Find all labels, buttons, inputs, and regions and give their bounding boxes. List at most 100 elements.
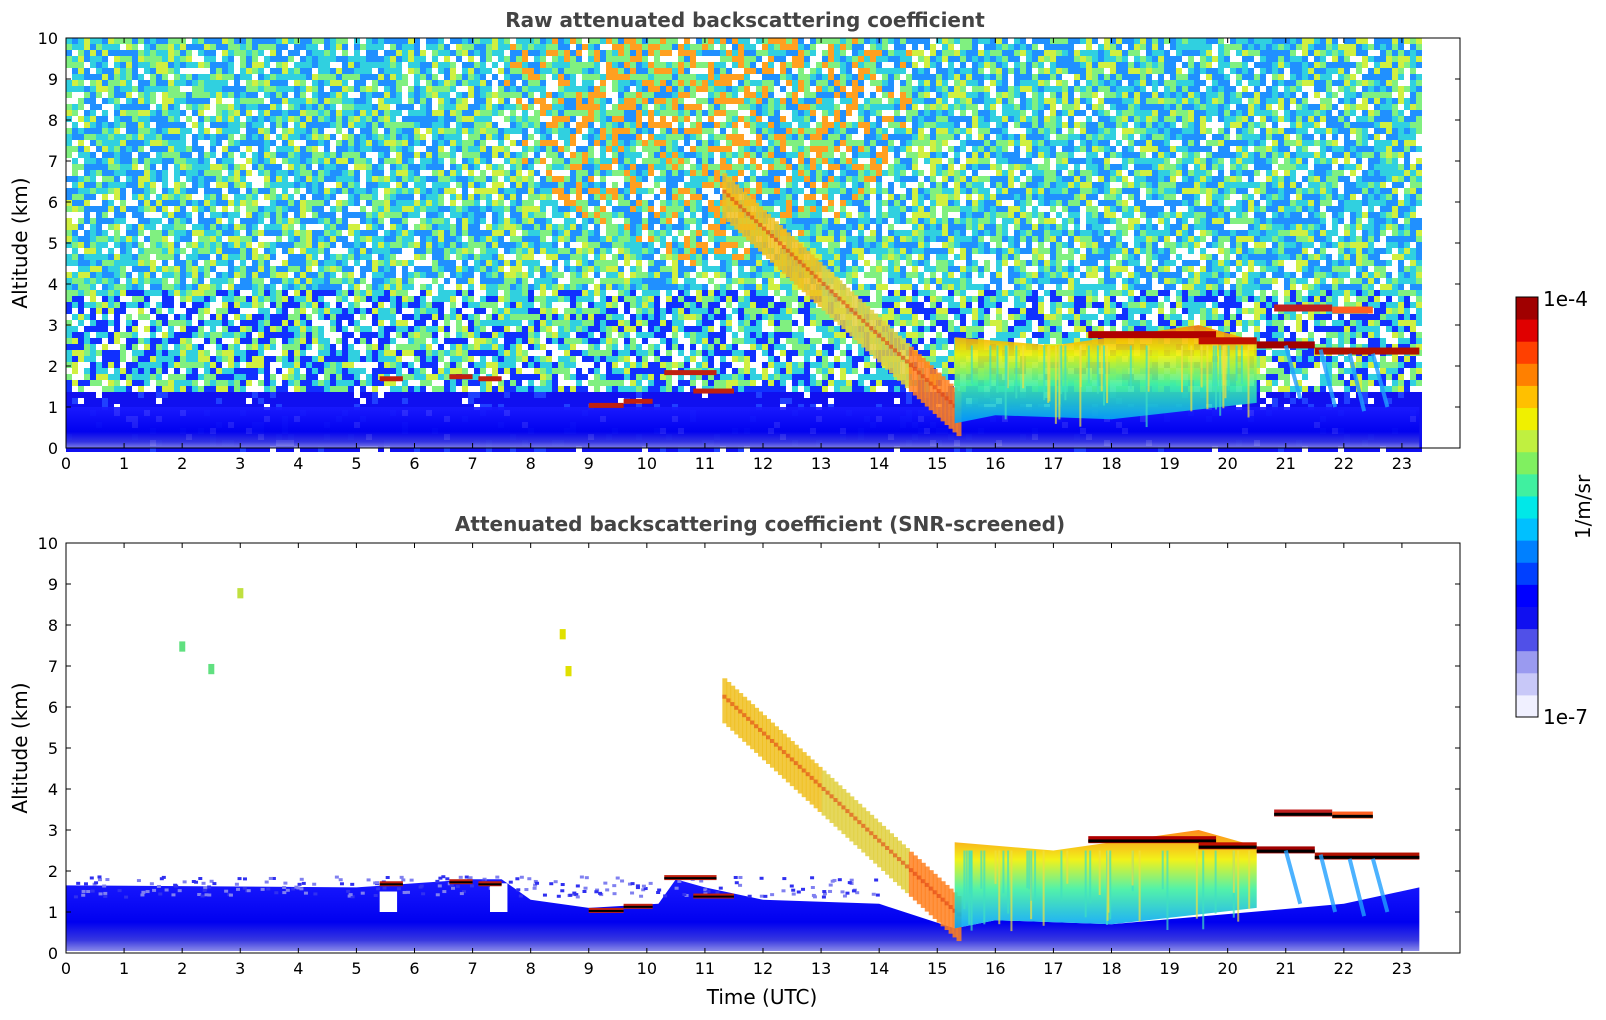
colorbar-band (1516, 650, 1538, 674)
x-tick-label: 1 (119, 959, 129, 978)
thin-cloud-layer (588, 402, 624, 408)
x-tick-label: 6 (409, 959, 419, 978)
x-tick-label: 14 (869, 959, 889, 978)
x-tick-label: 20 (1217, 454, 1237, 473)
colorbar-band (1516, 518, 1538, 541)
x-tick-label: 17 (1043, 454, 1063, 473)
x-tick-label: 21 (1276, 454, 1296, 473)
y-tick-label: 9 (48, 575, 58, 594)
y-tick-label: 10 (38, 29, 58, 48)
x-axis-label: Time (UTC) (706, 985, 818, 1009)
x-tick-label: 20 (1217, 959, 1237, 978)
x-tick-label: 5 (351, 454, 361, 473)
x-tick-label: 15 (927, 959, 947, 978)
boundary-layer (66, 879, 1420, 951)
y-tick-label: 6 (48, 193, 58, 212)
x-tick-label: 0 (61, 454, 71, 473)
y-tick-label: 1 (48, 903, 58, 922)
x-tick-label: 11 (695, 454, 715, 473)
panel2-title: Attenuated backscattering coefficient (S… (455, 512, 1065, 536)
x-tick-label: 15 (927, 454, 947, 473)
colorbar-band (1516, 672, 1538, 696)
x-tick-label: 19 (1159, 959, 1179, 978)
cloud-layer (1274, 304, 1333, 312)
x-tick-label: 7 (467, 454, 477, 473)
colorbar-band (1516, 297, 1538, 320)
x-tick-label: 16 (985, 454, 1005, 473)
x-tick-label: 4 (293, 454, 303, 473)
y-tick-label: 0 (48, 439, 58, 458)
boundary-layer (66, 407, 1420, 448)
x-tick-label: 10 (637, 959, 657, 978)
y-tick-label: 5 (48, 234, 58, 253)
y-tick-label: 1 (48, 398, 58, 417)
raw-heatmap (66, 38, 1422, 452)
y-tick-label: 9 (48, 70, 58, 89)
y-tick-label: 10 (38, 534, 58, 553)
cloud-patch (179, 641, 186, 652)
x-tick-label: 23 (1392, 959, 1412, 978)
x-tick-label: 16 (985, 959, 1005, 978)
colorbar-band (1516, 429, 1538, 453)
panel1-y-axis-label: Altitude (km) (8, 177, 32, 308)
x-tick-label: 9 (584, 959, 594, 978)
y-tick-label: 0 (48, 944, 58, 963)
y-tick-label: 5 (48, 739, 58, 758)
thin-cloud-layer (664, 370, 717, 376)
thin-cloud-layer (478, 376, 502, 382)
screened-heatmap (66, 588, 1420, 951)
colorbar-max-label: 1e-4 (1543, 287, 1588, 311)
colorbar: 1e-4 1e-7 1/m/sr (1515, 287, 1595, 729)
x-tick-label: 18 (1101, 454, 1121, 473)
cloud-layer (1332, 306, 1373, 314)
cloud-patch (208, 663, 215, 675)
y-tick-label: 3 (48, 821, 58, 840)
cloud-layer (1088, 331, 1217, 339)
x-tick-label: 21 (1276, 959, 1296, 978)
cloud-layer (1314, 347, 1420, 355)
colorbar-band (1516, 385, 1538, 409)
cloud-patch (559, 629, 566, 640)
colorbar-band (1516, 495, 1538, 519)
x-tick-label: 13 (811, 454, 831, 473)
x-tick-label: 3 (235, 959, 245, 978)
x-tick-label: 3 (235, 454, 245, 473)
x-tick-label: 7 (467, 959, 477, 978)
y-tick-label: 3 (48, 316, 58, 335)
y-tick-label: 4 (48, 780, 58, 799)
colorbar-band (1516, 584, 1538, 607)
x-tick-label: 1 (119, 454, 129, 473)
x-tick-label: 14 (869, 454, 889, 473)
y-tick-label: 4 (48, 275, 58, 294)
thin-cloud-layer (623, 398, 653, 404)
snr-screened-panel: Attenuated backscattering coefficient (S… (8, 512, 1461, 1009)
y-tick-label: 2 (48, 862, 58, 881)
cloud-layer (1198, 337, 1257, 345)
colorbar-band (1516, 341, 1538, 364)
x-tick-label: 11 (695, 959, 715, 978)
x-tick-label: 2 (177, 454, 187, 473)
colorbar-units-label: 1/m/sr (1571, 474, 1595, 539)
colorbar-band (1516, 363, 1538, 386)
colorbar-band (1516, 628, 1538, 652)
x-tick-label: 2 (177, 959, 187, 978)
cloud-layer (1256, 341, 1315, 349)
colorbar-band (1516, 540, 1538, 563)
cloud-features (379, 173, 1420, 437)
colorbar-band (1516, 694, 1538, 718)
colorbar-band (1516, 473, 1538, 497)
panel1-title: Raw attenuated backscattering coefficien… (505, 8, 985, 32)
x-tick-label: 0 (61, 959, 71, 978)
x-tick-label: 6 (409, 454, 419, 473)
y-tick-label: 2 (48, 357, 58, 376)
raw-backscatter-panel: Raw attenuated backscattering coefficien… (8, 8, 1461, 473)
x-tick-label: 23 (1392, 454, 1412, 473)
x-tick-label: 12 (753, 454, 773, 473)
x-tick-label: 8 (526, 959, 536, 978)
x-tick-label: 12 (753, 959, 773, 978)
panel2-y-axis-label: Altitude (km) (8, 682, 32, 813)
cloud-patch (237, 588, 244, 599)
x-tick-label: 8 (526, 454, 536, 473)
thin-cloud-layer (449, 374, 473, 380)
thin-cloud-layer (379, 376, 403, 382)
